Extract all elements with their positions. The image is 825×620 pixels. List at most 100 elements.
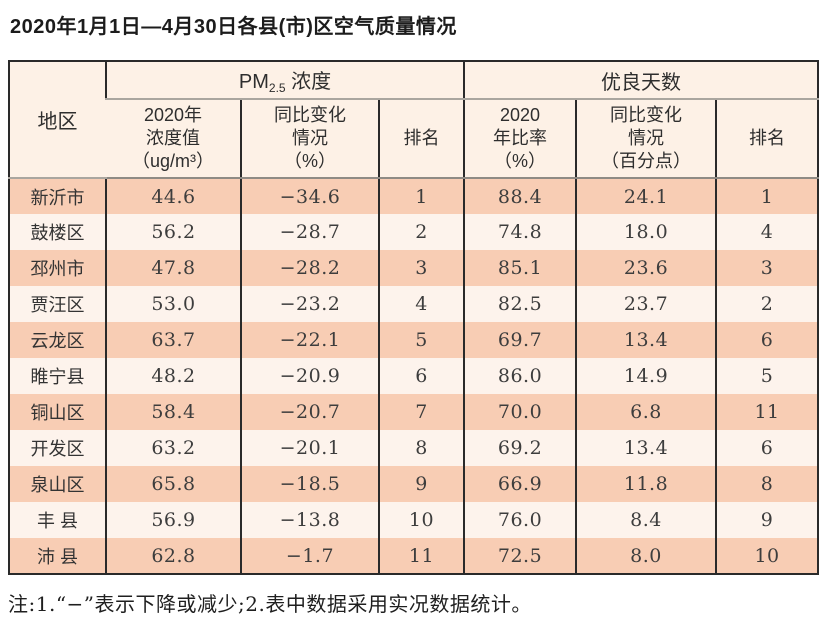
good-change-cell: 14.9: [575, 358, 717, 394]
pm-rank-cell: 11: [377, 538, 465, 574]
good-ratio-line1: 2020: [500, 104, 541, 125]
good-change-cell: 24.1: [575, 178, 717, 214]
pm-change-line2: 情况: [292, 127, 328, 148]
good-change-cell: 13.4: [575, 322, 717, 358]
pm-rank-cell: 9: [377, 466, 465, 502]
pm-rank-cell: 1: [377, 178, 465, 214]
col-header-good-rank: 排名: [715, 99, 819, 179]
good-rank-cell: 11: [715, 394, 819, 430]
good-ratio-cell: 88.4: [463, 178, 577, 214]
table-row: 沛 县 62.8 −1.7 11 72.5 8.0 10: [9, 538, 819, 574]
pm-value-cell: 47.8: [105, 250, 241, 286]
good-rank-cell: 4: [715, 214, 819, 250]
pm25-label-subscript: 2.5: [268, 81, 286, 95]
region-cell: 睢宁县: [9, 358, 106, 394]
good-ratio-cell: 76.0: [463, 502, 577, 538]
table-row: 云龙区 63.7 −22.1 5 69.7 13.4 6: [9, 322, 819, 358]
good-rank-cell: 3: [715, 250, 819, 286]
pm-change-cell: −20.1: [240, 430, 379, 466]
pm-value-cell: 65.8: [105, 466, 241, 502]
good-change-line1: 同比变化: [610, 104, 683, 125]
good-ratio-cell: 69.2: [463, 430, 577, 466]
page-title: 2020年1月1日—4月30日各县(市)区空气质量情况: [10, 16, 457, 38]
good-rank-cell: 9: [715, 502, 819, 538]
col-header-good-change: 同比变化 情况 （百分点）: [575, 99, 717, 179]
pm-value-cell: 58.4: [105, 394, 241, 430]
table-row: 铜山区 58.4 −20.7 7 70.0 6.8 11: [9, 394, 819, 430]
good-ratio-cell: 66.9: [463, 466, 577, 502]
good-ratio-line3: （%）: [494, 151, 547, 172]
region-cell: 邳州市: [9, 250, 106, 286]
pm-change-line3: （%）: [283, 151, 336, 172]
good-change-cell: 8.4: [575, 502, 717, 538]
pm-value-cell: 63.2: [105, 430, 241, 466]
pm-change-cell: −20.7: [240, 394, 379, 430]
pm-change-cell: −18.5: [240, 466, 379, 502]
region-cell: 铜山区: [9, 394, 106, 430]
pm-value-cell: 56.9: [105, 502, 241, 538]
pm-value-line1: 2020年: [143, 104, 203, 125]
region-cell: 沛 县: [9, 538, 106, 574]
header-sub-row: 2020年 浓度值 （ug/m³） 同比变化 情况 （%） 排名 2020 年比…: [9, 99, 819, 179]
table-header: 地区 PM2.5 浓度 优良天数 2020年 浓度值 （ug/m³） 同比变化 …: [9, 61, 819, 179]
good-ratio-cell: 72.5: [463, 538, 577, 574]
pm25-label-pre: PM: [238, 71, 269, 93]
pm-change-cell: −28.7: [240, 214, 379, 250]
table-row: 泉山区 65.8 −18.5 9 66.9 11.8 8: [9, 466, 819, 502]
col-header-pm-value: 2020年 浓度值 （ug/m³）: [106, 99, 241, 179]
col-header-region: 地区: [9, 61, 106, 179]
pm-change-cell: −22.1: [240, 322, 379, 358]
pm-change-cell: −13.8: [240, 502, 379, 538]
pm-value-cell: 53.0: [105, 286, 241, 322]
pm-rank-cell: 4: [377, 286, 465, 322]
good-rank-cell: 2: [715, 286, 819, 322]
pm-change-cell: −1.7: [240, 538, 379, 574]
table-row: 丰 县 56.9 −13.8 10 76.0 8.4 9: [9, 502, 819, 538]
good-ratio-cell: 82.5: [463, 286, 577, 322]
good-change-cell: 11.8: [575, 466, 717, 502]
region-cell: 丰 县: [9, 502, 106, 538]
pm-change-cell: −34.6: [240, 178, 379, 214]
col-header-good-ratio: 2020 年比率 （%）: [463, 99, 577, 179]
pm-change-cell: −20.9: [240, 358, 379, 394]
good-ratio-cell: 70.0: [463, 394, 577, 430]
region-cell: 开发区: [9, 430, 106, 466]
col-group-good-days: 优良天数: [463, 61, 819, 100]
pm-value-line3: （ug/m³）: [131, 151, 214, 172]
good-ratio-line2: 年比率: [493, 127, 548, 148]
pm-rank-cell: 3: [377, 250, 465, 286]
good-rank-cell: 6: [715, 430, 819, 466]
good-rank-cell: 8: [715, 466, 819, 502]
good-rank-cell: 5: [715, 358, 819, 394]
good-change-cell: 6.8: [575, 394, 717, 430]
good-rank-cell: 6: [715, 322, 819, 358]
good-change-cell: 18.0: [575, 214, 717, 250]
good-change-cell: 13.4: [575, 430, 717, 466]
good-ratio-cell: 69.7: [463, 322, 577, 358]
good-change-line3: （百分点）: [601, 151, 692, 172]
pm-value-cell: 48.2: [105, 358, 241, 394]
table-row: 开发区 63.2 −20.1 8 69.2 13.4 6: [9, 430, 819, 466]
pm-rank-cell: 10: [377, 502, 465, 538]
region-cell: 泉山区: [9, 466, 106, 502]
good-ratio-cell: 85.1: [463, 250, 577, 286]
pm-rank-cell: 5: [377, 322, 465, 358]
pm-rank-cell: 8: [377, 430, 465, 466]
pm-value-cell: 62.8: [105, 538, 241, 574]
region-cell: 贾汪区: [9, 286, 106, 322]
pm-value-cell: 44.6: [105, 178, 241, 214]
pm-rank-cell: 2: [377, 214, 465, 250]
air-quality-table: 地区 PM2.5 浓度 优良天数 2020年 浓度值 （ug/m³） 同比变化 …: [8, 60, 820, 575]
pm-rank-cell: 7: [377, 394, 465, 430]
good-change-cell: 8.0: [575, 538, 717, 574]
table-body: 新沂市 44.6 −34.6 1 88.4 24.1 1 鼓楼区 56.2 −28.7 2 74.8 1…: [9, 178, 819, 574]
col-header-pm-change: 同比变化 情况 （%）: [240, 99, 379, 179]
pm-value-cell: 63.7: [105, 322, 241, 358]
table-row: 新沂市 44.6 −34.6 1 88.4 24.1 1: [9, 178, 819, 214]
region-cell: 新沂市: [9, 178, 106, 214]
footnote: 注:1.“−”表示下降或减少;2.表中数据采用实况数据统计。: [8, 592, 532, 616]
col-header-pm-rank: 排名: [377, 99, 465, 179]
good-rank-cell: 10: [715, 538, 819, 574]
good-rank-cell: 1: [715, 178, 819, 214]
